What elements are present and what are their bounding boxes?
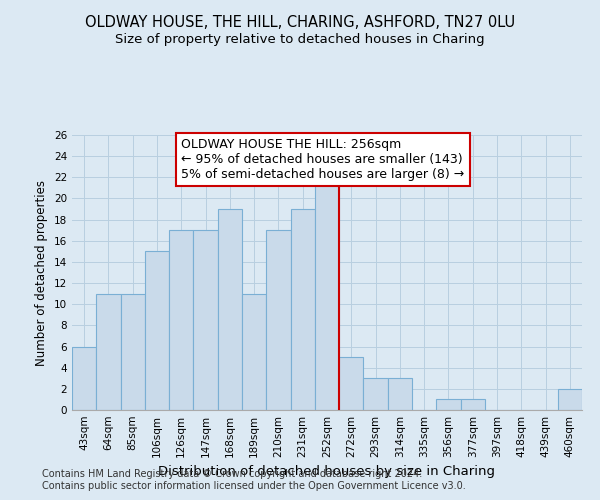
Bar — [121, 294, 145, 410]
Bar — [388, 378, 412, 410]
Bar — [169, 230, 193, 410]
Bar — [266, 230, 290, 410]
Text: OLDWAY HOUSE THE HILL: 256sqm
← 95% of detached houses are smaller (143)
5% of s: OLDWAY HOUSE THE HILL: 256sqm ← 95% of d… — [181, 138, 464, 181]
Bar — [364, 378, 388, 410]
Bar — [315, 178, 339, 410]
Bar — [436, 400, 461, 410]
Bar — [145, 252, 169, 410]
Bar — [558, 389, 582, 410]
Bar — [96, 294, 121, 410]
Bar — [218, 209, 242, 410]
Text: OLDWAY HOUSE, THE HILL, CHARING, ASHFORD, TN27 0LU: OLDWAY HOUSE, THE HILL, CHARING, ASHFORD… — [85, 15, 515, 30]
Text: Size of property relative to detached houses in Charing: Size of property relative to detached ho… — [115, 32, 485, 46]
Bar — [193, 230, 218, 410]
Bar — [461, 400, 485, 410]
Bar — [339, 357, 364, 410]
Y-axis label: Number of detached properties: Number of detached properties — [35, 180, 49, 366]
Text: Contains HM Land Registry data © Crown copyright and database right 2024.: Contains HM Land Registry data © Crown c… — [42, 469, 422, 479]
Bar — [290, 209, 315, 410]
Text: Contains public sector information licensed under the Open Government Licence v3: Contains public sector information licen… — [42, 481, 466, 491]
Bar — [242, 294, 266, 410]
X-axis label: Distribution of detached houses by size in Charing: Distribution of detached houses by size … — [158, 466, 496, 478]
Bar — [72, 346, 96, 410]
